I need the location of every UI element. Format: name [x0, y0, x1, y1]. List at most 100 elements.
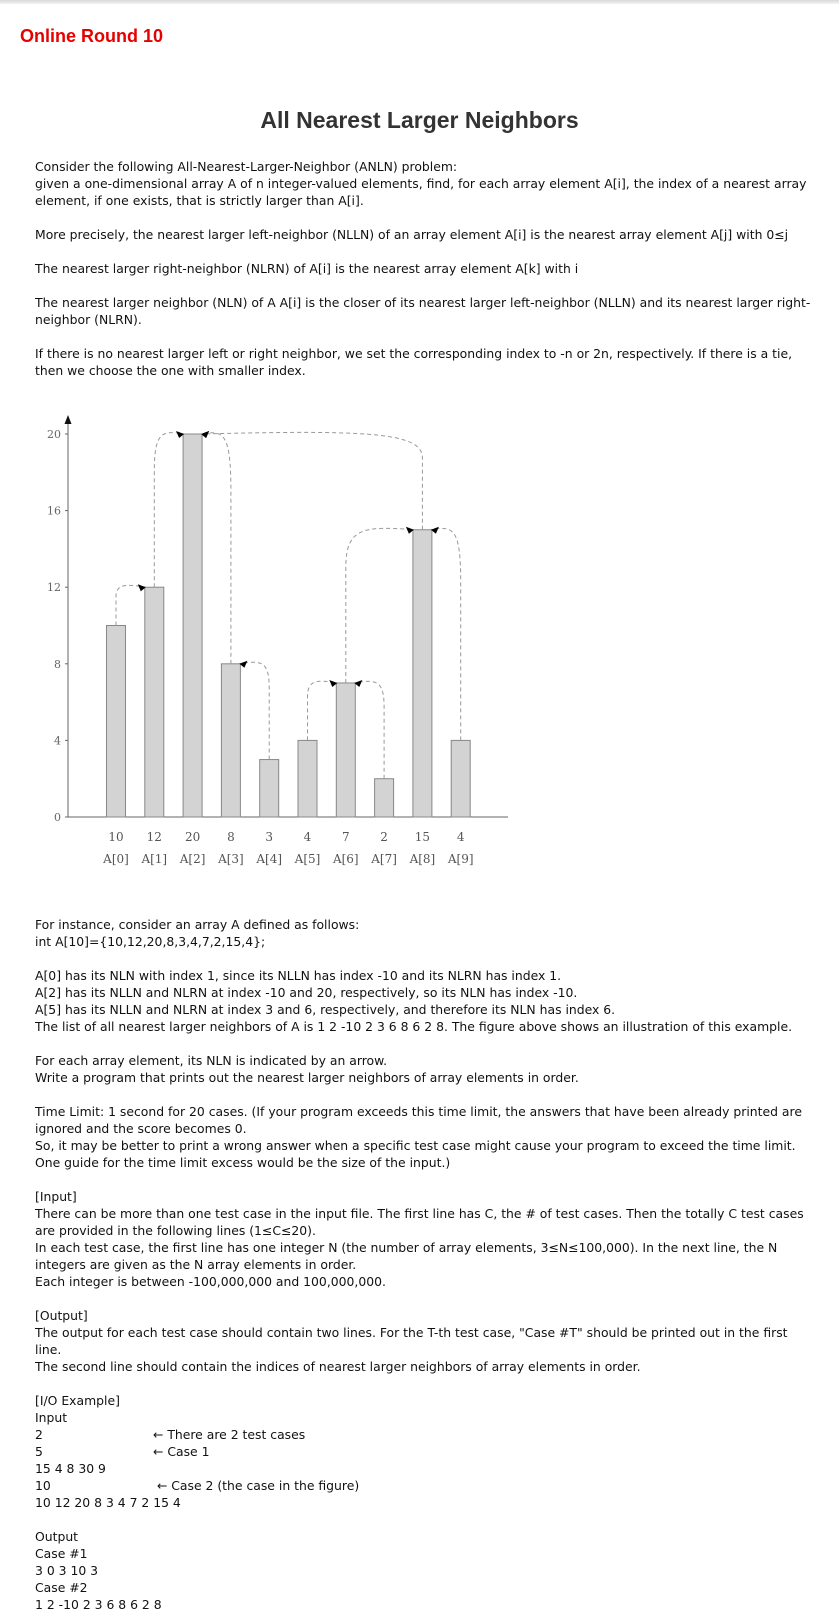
input-heading: [Input]: [35, 1189, 77, 1204]
value-label: 3: [265, 830, 273, 844]
io-input-value: 10 12 20 8 3 4 7 2 15 4: [35, 1495, 181, 1510]
nln-arc: [307, 680, 338, 741]
time-limit-1: Time Limit: 1 second for 20 cases. (If y…: [35, 1104, 802, 1136]
nlrn-definition: The nearest larger right-neighbor (NLRN)…: [35, 261, 579, 276]
top-bar: [0, 0, 839, 4]
nlln-definition: More precisely, the nearest larger left-…: [35, 227, 789, 242]
nln-arrowhead: [176, 431, 185, 438]
input-desc-1: There can be more than one test case in …: [35, 1206, 804, 1238]
tie-rule: If there is no nearest larger left or ri…: [35, 346, 793, 378]
instance-intro: For instance, consider an array A define…: [35, 917, 360, 932]
category-label: A[1]: [140, 852, 167, 866]
intro-line-1: Consider the following All-Nearest-Large…: [35, 159, 458, 174]
output-desc-1: The output for each test case should con…: [35, 1325, 788, 1357]
nln-figure: 0 4 8 12 16 20 10 A[0] 12 A[1] 20 A[2] 8 A[3] 3 A[4] 4 A[…: [0, 408, 780, 883]
output-heading: [Output]: [35, 1308, 88, 1323]
bar: [335, 682, 356, 818]
nln-arrowhead: [239, 660, 248, 668]
category-label: A[9]: [447, 852, 474, 866]
round-label: Online Round 10: [20, 26, 164, 46]
nln-arc: [201, 431, 423, 530]
value-label: 7: [342, 830, 350, 844]
category-label: A[4]: [255, 852, 282, 866]
time-limit-2: So, it may be better to print a wrong an…: [35, 1138, 796, 1170]
io-input-note: ← Case 2 (the case in the figure): [153, 1478, 360, 1493]
value-label: 10: [108, 830, 123, 844]
output-desc-2: The second line should contain the indic…: [35, 1359, 641, 1374]
category-label: A[7]: [370, 852, 397, 866]
value-label: 15: [415, 830, 430, 844]
bar: [450, 739, 471, 818]
io-heading: [I/O Example]: [35, 1393, 120, 1408]
io-output-line: 3 0 3 10 3: [35, 1563, 99, 1578]
nln-arc: [354, 680, 385, 779]
nln-arrowhead: [201, 431, 210, 438]
bar: [297, 739, 318, 818]
value-label: 12: [147, 830, 162, 844]
io-input-note: ← There are 2 test cases: [153, 1427, 306, 1442]
explain-line-3: A[5] has its NLLN and NLRN at index 3 an…: [35, 1002, 616, 1017]
value-label: 4: [457, 830, 465, 844]
io-input-label: Input: [35, 1410, 68, 1425]
explain-line-2: A[2] has its NLLN and NLRN at index -10 …: [35, 985, 578, 1000]
io-input-value: 10: [35, 1478, 51, 1493]
bar: [144, 586, 165, 818]
io-input-row: 10 12 20 8 3 4 7 2 15 4: [35, 1494, 815, 1511]
io-input-value: 15 4 8 30 9: [35, 1461, 106, 1476]
input-desc-2: In each test case, the first line has on…: [35, 1240, 778, 1272]
category-label: A[5]: [294, 852, 321, 866]
nln-arrowhead: [354, 679, 363, 687]
y-tick-label: 12: [47, 581, 61, 594]
nln-arrowhead: [430, 526, 439, 534]
nln-chart: 0 4 8 12 16 20 10 A[0] 12 A[1] 20 A[2] 8 A[3] 3 A[4] 4 A[…: [47, 415, 508, 866]
nln-arc: [153, 432, 185, 588]
bar: [182, 433, 203, 818]
bar: [374, 778, 395, 818]
io-input-row: 15 4 8 30 9: [35, 1460, 815, 1477]
io-output-label: Output: [35, 1529, 79, 1544]
explain-line-1: A[0] has its NLN with index 1, since its…: [35, 968, 562, 983]
io-input-row: 2 ← There are 2 test cases: [35, 1426, 815, 1443]
value-label: 20: [185, 830, 200, 844]
io-input-row: 10 ← Case 2 (the case in the figure): [35, 1477, 815, 1494]
intro-line-2: given a one-dimensional array A of n int…: [35, 176, 807, 208]
io-input-value: 5: [35, 1444, 43, 1459]
explain-line-4: The list of all nearest larger neighbors…: [35, 1019, 793, 1034]
nln-definition: The nearest larger neighbor (NLN) of A A…: [35, 295, 811, 327]
instance-array: int A[10]={10,12,20,8,3,4,7,2,15,4};: [35, 934, 266, 949]
nln-arrowhead: [329, 679, 338, 687]
arrow-note-2: Write a program that prints out the near…: [35, 1070, 579, 1085]
bar: [412, 529, 433, 818]
nln-arc: [201, 432, 232, 664]
bar: [220, 663, 241, 818]
bar: [106, 625, 126, 818]
category-label: A[8]: [409, 852, 436, 866]
problem-title: All Nearest Larger Neighbors: [260, 107, 579, 133]
value-label: 4: [304, 830, 312, 844]
io-input-value: 2: [35, 1427, 43, 1442]
input-desc-3: Each integer is between -100,000,000 and…: [35, 1274, 386, 1289]
category-label: A[6]: [332, 852, 359, 866]
category-label: A[2]: [179, 852, 206, 866]
io-output-line: Case #1: [35, 1546, 88, 1561]
y-tick-label: 0: [54, 811, 61, 824]
value-label: 2: [380, 830, 388, 844]
y-tick-label: 4: [54, 734, 61, 747]
y-tick-label: 20: [47, 428, 61, 441]
y-tick-label: 8: [54, 658, 61, 671]
problem-statement: Consider the following All-Nearest-Large…: [35, 158, 815, 1613]
io-output-line: Case #2: [35, 1580, 88, 1595]
y-axis-arrowhead: [64, 415, 72, 424]
category-label: A[0]: [102, 852, 129, 866]
nln-arrowhead: [405, 526, 414, 534]
y-tick-label: 16: [47, 505, 61, 518]
nln-arrowhead: [137, 584, 146, 592]
nln-arc: [239, 661, 270, 760]
io-input-row: 5 ← Case 1: [35, 1443, 815, 1460]
arrow-note-1: For each array element, its NLN is indic…: [35, 1053, 388, 1068]
nln-arc: [345, 527, 414, 683]
nln-arc: [430, 527, 462, 741]
category-label: A[3]: [217, 852, 244, 866]
bar: [259, 759, 280, 818]
value-label: 8: [227, 830, 235, 844]
